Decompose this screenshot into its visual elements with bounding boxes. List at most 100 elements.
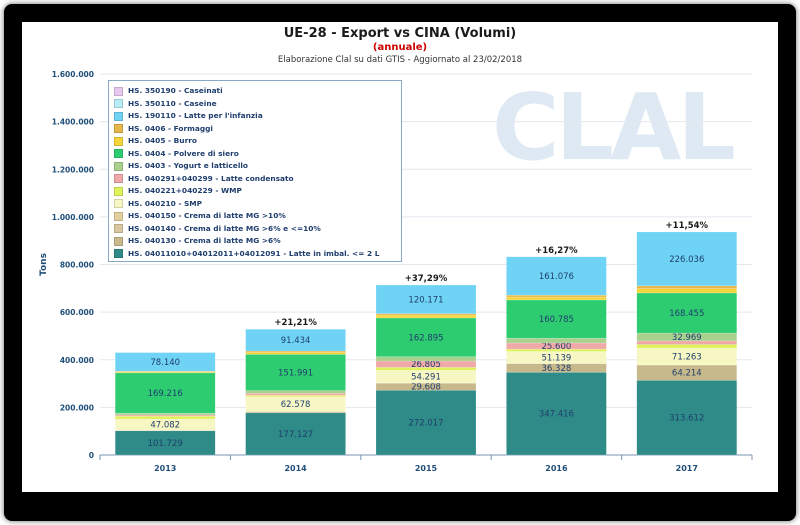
data-label: 71.263 [672, 353, 702, 363]
chart-panel: CLAL UE-28 - Export vs CINA (Volumi) (an… [22, 22, 778, 492]
y-tick-label: 600.000 [60, 308, 94, 317]
data-label: 47.082 [150, 421, 180, 431]
bar-segment [636, 285, 738, 289]
bar-segment [636, 288, 738, 294]
data-label: 161.076 [539, 272, 574, 282]
chart-subtitle: (annuale) [372, 42, 428, 53]
bar-segment [245, 328, 346, 352]
bar-segment [245, 352, 346, 355]
legend-label: HS. 0403 - Yogurt e latticello [128, 161, 248, 170]
legend-item[interactable]: HS. 0405 - Burro [114, 135, 197, 146]
data-label: 160.785 [539, 315, 574, 325]
data-label: 26.805 [411, 360, 441, 370]
legend-swatch [114, 236, 123, 246]
legend-swatch [114, 111, 123, 121]
legend-swatch [114, 136, 123, 146]
stacked-bar-chart: 0 200.000 400.000 600.000 800.000 1.000.000 1.… [39, 70, 753, 473]
x-tick-label: 2013 [154, 464, 176, 473]
data-label: 177.127 [278, 430, 313, 440]
legend-item[interactable]: HS. 190110 - Latte per l'infanzia [114, 110, 263, 121]
data-label: 25.600 [542, 342, 572, 352]
chart-legend: HS. 350190 - Caseinati HS. 350110 - Casei… [108, 80, 402, 262]
bar-segment [375, 356, 477, 362]
x-tick-label: 2017 [676, 464, 698, 473]
bar-segment [375, 314, 477, 319]
data-label: 101.729 [148, 439, 183, 449]
bar-segment [375, 389, 477, 456]
x-tick-label: 2016 [545, 464, 568, 473]
bar-segment [636, 380, 738, 456]
legend-swatch [114, 211, 123, 221]
legend-item[interactable]: HS. 350190 - Caseinati [114, 85, 223, 96]
data-label: 226.036 [669, 255, 704, 265]
legend-swatch [114, 249, 123, 258]
data-label: 32.969 [672, 333, 702, 343]
legend-swatch [114, 86, 123, 96]
data-label: 91.434 [281, 336, 311, 346]
legend-item[interactable]: HS. 04011010+04012011+04012091 - Latte i… [114, 248, 379, 259]
growth-label: +16,27% [535, 246, 578, 256]
legend-swatch [114, 224, 123, 233]
bar-segment [245, 393, 346, 396]
data-label: 272.017 [408, 419, 443, 429]
data-label: 54.291 [411, 373, 441, 383]
legend-swatch [114, 161, 123, 171]
bar-segment [636, 344, 738, 349]
legend-item[interactable]: HS. 040221+040229 - WMP [114, 185, 242, 196]
x-tick-label: 2015 [415, 464, 438, 473]
y-tick-label: 1.600.000 [52, 70, 94, 79]
legend-item[interactable]: HS. 0406 - Formaggi [114, 123, 213, 134]
legend-swatch [114, 174, 123, 183]
chart-titles: UE-28 - Export vs CINA (Volumi) (annuale… [22, 26, 778, 66]
bar-segment [506, 256, 607, 296]
bar-segment [506, 363, 607, 373]
legend-label: HS. 350190 - Caseinati [128, 86, 223, 95]
data-label: 62.578 [281, 400, 311, 410]
y-tick-label: 1.000.000 [52, 213, 94, 222]
legend-item[interactable]: HS. 0404 - Polvere di siero [114, 148, 239, 159]
legend-item[interactable]: HS. 0403 - Yogurt e latticello [114, 160, 248, 171]
y-tick-label: 800.000 [60, 261, 94, 270]
legend-item[interactable]: HS. 040150 - Crema di latte MG >10% [114, 210, 286, 221]
legend-item[interactable]: HS. 040130 - Crema di latte MG >6% [114, 235, 281, 246]
data-label: 162.895 [408, 333, 443, 343]
legend-item[interactable]: HS. 040140 - Crema di latte MG >6% e <=1… [114, 223, 321, 234]
bar-segment [375, 317, 477, 357]
growth-label: +37,29% [405, 274, 448, 284]
bar-segment [245, 354, 346, 391]
legend-swatch [114, 149, 123, 158]
bar-segment [375, 367, 477, 371]
x-tick-label: 2014 [284, 464, 307, 473]
legend-item[interactable]: HS. 040291+040299 - Latte condensato [114, 173, 294, 184]
bar-segment [375, 284, 477, 314]
legend-label: HS. 04011010+04012011+04012091 - Latte i… [128, 248, 380, 258]
data-label: 29.608 [411, 383, 441, 393]
chart-title: UE-28 - Export vs CINA (Volumi) [283, 26, 517, 41]
data-label: 120.171 [408, 295, 443, 305]
data-label: 64.214 [672, 369, 702, 379]
legend-item[interactable]: HS. 350110 - Caseine [114, 98, 217, 109]
y-axis-label: Tons [39, 253, 49, 276]
y-tick-label: 1.400.000 [52, 118, 94, 127]
y-tick-label: 1.200.000 [52, 165, 94, 174]
legend-swatch [114, 186, 123, 196]
bar-segment [506, 296, 607, 301]
data-label: 347.416 [539, 410, 574, 420]
bar-segment [506, 337, 607, 344]
data-label: 36.328 [542, 364, 572, 374]
chart-source-note: Elaborazione Clal su dati GTIS - Aggiorn… [277, 55, 523, 65]
bar-segment [636, 231, 738, 287]
bar-segment [506, 372, 607, 456]
data-label: 169.216 [148, 389, 183, 399]
data-label: 78.140 [150, 358, 180, 368]
legend-swatch [114, 99, 123, 108]
bar-segment [114, 415, 216, 420]
legend-label: HS. 040291+040299 - Latte condensato [128, 173, 294, 183]
y-tick-label: 0 [89, 451, 94, 460]
data-label: 168.455 [669, 309, 704, 319]
legend-item[interactable]: HS. 040210 - SMP [114, 198, 202, 209]
bar-segment [506, 294, 607, 298]
clal-watermark-logo: CLAL [492, 74, 736, 181]
bar-segment [245, 390, 346, 394]
legend-label: HS. 350110 - Caseine [128, 98, 217, 108]
